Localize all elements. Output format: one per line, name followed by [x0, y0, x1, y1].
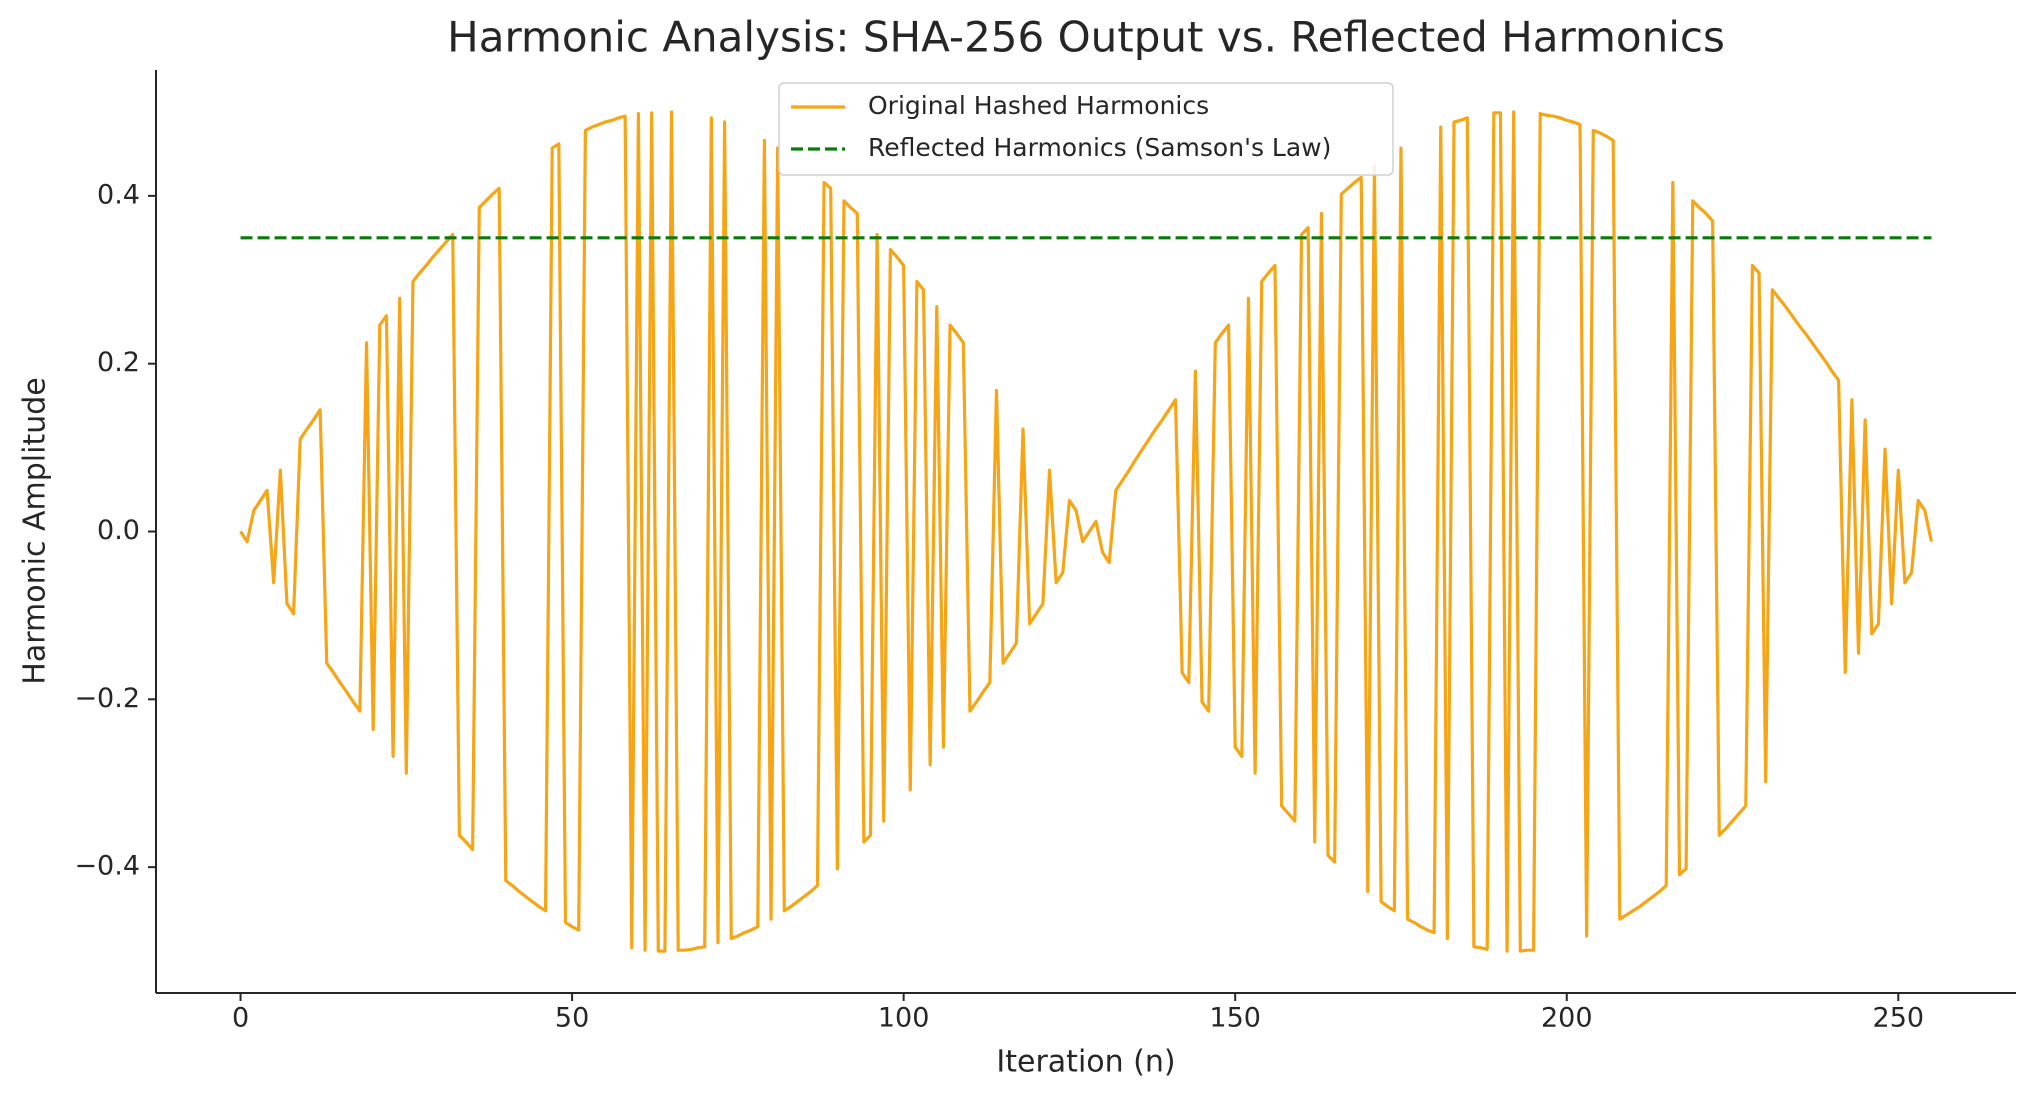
y-axis-label: Harmonic Amplitude: [18, 377, 53, 684]
x-tick-label: 200: [1541, 1003, 1593, 1034]
legend-label: Reflected Harmonics (Samson's Law): [868, 133, 1331, 162]
y-tick-label: −0.2: [74, 683, 140, 714]
legend-box: [778, 82, 1394, 176]
x-tick-label: 150: [1209, 1003, 1261, 1034]
x-tick-label: 0: [232, 1003, 249, 1034]
x-axis-label: Iteration (n): [996, 1045, 1175, 1080]
chart-title: Harmonic Analysis: SHA-256 Output vs. Re…: [447, 13, 1725, 62]
x-tick-label: 250: [1873, 1003, 1925, 1034]
y-tick-label: 0.2: [97, 347, 140, 378]
x-tick-label: 50: [555, 1003, 589, 1034]
x-tick-label: 100: [878, 1003, 930, 1034]
y-tick-label: 0.4: [97, 179, 140, 210]
y-tick-label: −0.4: [74, 851, 140, 882]
series-line: [239, 110, 1934, 953]
legend-label: Original Hashed Harmonics: [868, 91, 1209, 120]
y-tick-label: 0.0: [97, 515, 140, 546]
